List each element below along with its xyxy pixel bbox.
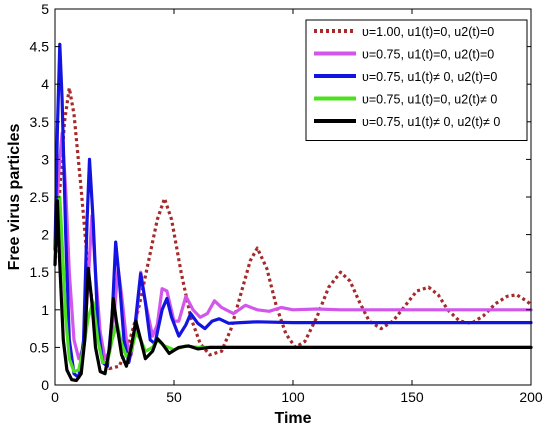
y-tick-label: 1.5	[30, 264, 50, 280]
x-tick-label: 200	[519, 389, 543, 405]
legend-label-5: υ=0.75, u1(t)≠ 0, u2(t)≠ 0	[362, 115, 500, 129]
x-tick-label: 0	[51, 389, 59, 405]
series-line-5	[53, 199, 533, 383]
y-tick-label: 1	[41, 302, 49, 318]
legend-label-3: υ=0.75, u1(t)≠ 0, u2(t)=0	[362, 70, 497, 84]
legend-label-1: υ=1.00, u1(t)=0, u2(t)=0	[362, 25, 494, 39]
y-tick-label: 4.5	[30, 39, 50, 55]
legend: υ=1.00, u1(t)=0, u2(t)=0 υ=0.75, u1(t)=0,…	[305, 19, 528, 141]
legend-label-4: υ=0.75, u1(t)=0, u2(t)≠ 0	[362, 93, 497, 107]
y-tick-label: 4	[41, 76, 49, 92]
y-axis-label: Free virus particles	[6, 124, 23, 271]
y-tick-label: 5	[41, 1, 49, 17]
y-tick-label: 2	[41, 227, 49, 243]
x-axis-label: Time	[274, 410, 311, 427]
y-tick-label: 3	[41, 151, 49, 167]
x-tick-label: 50	[166, 389, 182, 405]
axes: 0 50 100 150 200 0 0.5 1 1.5 2 2.5 3 3.5 4 4.5 5	[30, 1, 543, 405]
series-line-2	[53, 131, 533, 361]
y-tick-label: 0.5	[30, 339, 50, 355]
legend-label-2: υ=0.75, u1(t)=0, u2(t)=0	[362, 48, 494, 62]
y-tick-label: 3.5	[30, 114, 50, 130]
y-tick-label: 0	[41, 377, 49, 393]
x-tick-label: 150	[400, 389, 424, 405]
y-tick-label: 2.5	[30, 189, 50, 205]
plot-area	[53, 42, 533, 383]
x-tick-label: 100	[281, 389, 305, 405]
